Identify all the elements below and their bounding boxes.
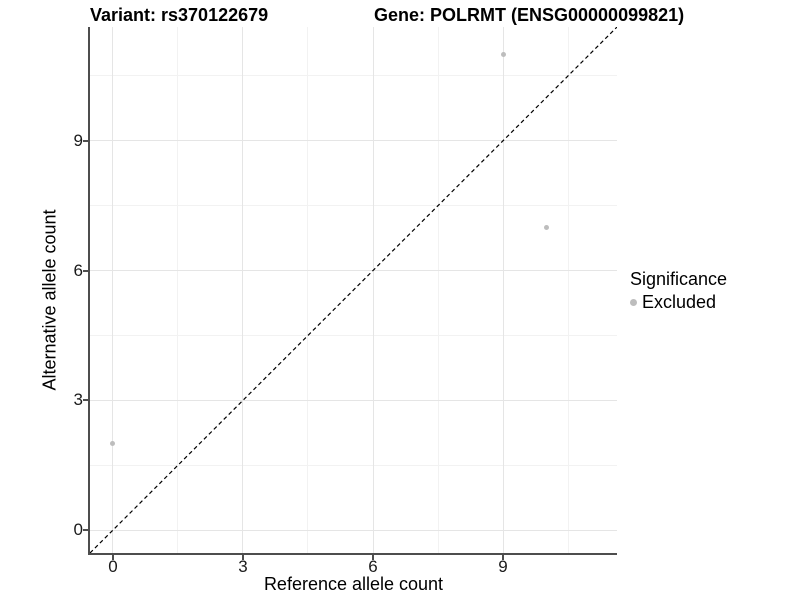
x-tick-mark (241, 555, 244, 560)
y-tick-label: 6 (73, 260, 83, 280)
x-tick-label: 6 (368, 557, 378, 576)
x-axis-title: Reference allele count (263, 574, 444, 594)
x-axis-line (88, 553, 617, 555)
x-gridline-major (242, 27, 244, 553)
x-gridline-minor (567, 27, 569, 553)
y-axis-line (88, 27, 90, 555)
x-tick-label: 3 (238, 557, 248, 576)
legend-item-excluded: Excluded (630, 292, 727, 313)
y-tick-label: 9 (73, 130, 83, 150)
y-gridline-major (90, 529, 617, 531)
x-gridline-major (112, 27, 114, 553)
x-gridline-major (372, 27, 374, 553)
legend-title: Significance (630, 269, 728, 289)
plot-panel (90, 27, 617, 553)
variant-title: Variant: rs370122679 (90, 5, 269, 25)
data-point (543, 224, 549, 230)
y-gridline-major (90, 399, 617, 401)
x-tick-mark (502, 555, 505, 560)
y-gridline-major (90, 270, 617, 272)
x-tick-mark (111, 555, 114, 560)
x-tick-label: 9 (498, 557, 508, 576)
y-tick-label: 3 (73, 390, 83, 410)
y-tick-mark (83, 139, 88, 142)
y-tick-mark (83, 269, 88, 272)
x-gridline-minor (307, 27, 309, 553)
x-gridline-minor (437, 27, 439, 553)
excluded-point-icon (630, 299, 637, 306)
y-tick-mark (83, 529, 88, 532)
y-tick-mark (83, 399, 88, 402)
x-gridline-major (502, 27, 504, 553)
y-gridline-minor (90, 334, 617, 336)
data-point (500, 51, 506, 57)
x-tick-label: 0 (108, 557, 118, 576)
y-gridline-minor (90, 464, 617, 466)
data-point (110, 441, 116, 447)
y-gridline-minor (90, 75, 617, 77)
y-axis-title: Alternative allele count (39, 209, 60, 391)
x-gridline-minor (177, 27, 179, 553)
gene-title: Gene: POLRMT (ENSG00000099821) (374, 5, 685, 25)
y-tick-label: 0 (73, 520, 83, 540)
identity-dashed-line (90, 27, 617, 553)
legend-item-label: Excluded (642, 292, 717, 312)
legend: Significance Excluded (630, 269, 727, 313)
x-tick-mark (372, 555, 374, 560)
y-gridline-minor (90, 205, 617, 207)
y-gridline-major (90, 140, 617, 142)
